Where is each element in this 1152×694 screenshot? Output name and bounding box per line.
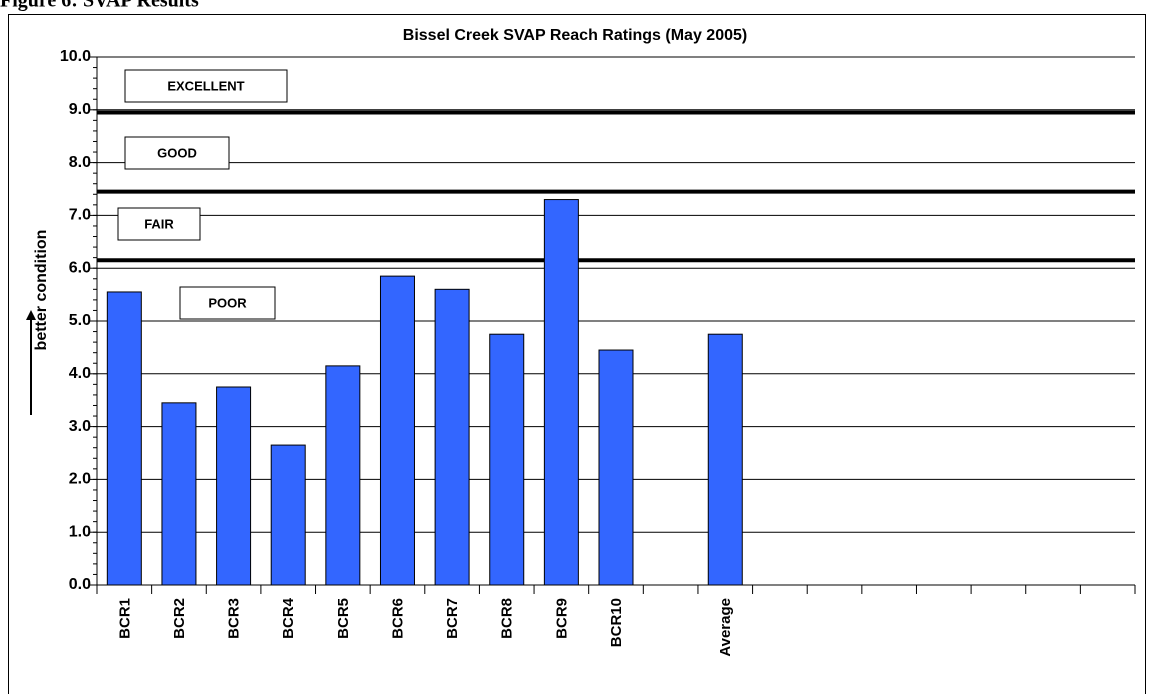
- x-tick-label: BCR6: [389, 598, 406, 639]
- y-tick-label: 10.0: [60, 48, 91, 65]
- bar: [270, 444, 306, 586]
- annotation: FAIR: [144, 216, 174, 231]
- chart-frame: [8, 14, 1146, 694]
- x-tick-label: BCR10: [608, 598, 625, 647]
- x-tick-label: BCR2: [171, 598, 188, 639]
- y-tick-label: 7.0: [69, 207, 91, 224]
- bar: [325, 365, 361, 586]
- y-tick-label: 6.0: [69, 259, 91, 276]
- bar: [598, 349, 634, 586]
- y-tick-label: 2.0: [69, 471, 91, 488]
- x-tick-label: BCR7: [444, 598, 461, 639]
- annotation: POOR: [208, 295, 247, 310]
- page-heading: Figure 6: SVAP Results: [0, 0, 199, 12]
- y-tick-label: 3.0: [69, 418, 91, 435]
- y-tick-label: 8.0: [69, 154, 91, 171]
- bar: [543, 199, 579, 586]
- y-axis-label: better condition: [33, 230, 50, 351]
- annotation-box: [179, 286, 276, 320]
- y-tick-label: 5.0: [69, 312, 91, 329]
- y-tick-label: 4.0: [69, 365, 91, 382]
- annotation: GOOD: [157, 145, 197, 160]
- bar: [707, 333, 743, 586]
- y-tick-label: 1.0: [69, 523, 91, 540]
- bar: [216, 386, 252, 586]
- bar: [489, 333, 525, 586]
- chart-title: Bissel Creek SVAP Reach Ratings (May 200…: [403, 27, 747, 44]
- bar: [161, 402, 197, 586]
- x-tick-label: BCR9: [553, 598, 570, 639]
- annotation-box: [124, 69, 288, 103]
- x-tick-label: BCR5: [335, 598, 352, 639]
- annotation: EXCELLENT: [167, 78, 244, 93]
- x-tick-label: BCR8: [499, 598, 516, 639]
- arrow-head: [26, 310, 36, 320]
- x-tick-label: Average: [717, 598, 734, 657]
- annotation-box: [117, 207, 201, 241]
- x-tick-label: BCR1: [116, 598, 133, 639]
- bar: [379, 275, 415, 586]
- bar: [106, 291, 142, 586]
- y-tick-label: 0.0: [69, 576, 91, 593]
- annotation-box: [124, 136, 230, 170]
- y-tick-label: 9.0: [69, 101, 91, 118]
- bar: [434, 288, 470, 586]
- x-tick-label: BCR3: [226, 598, 243, 639]
- x-tick-label: BCR4: [280, 597, 297, 638]
